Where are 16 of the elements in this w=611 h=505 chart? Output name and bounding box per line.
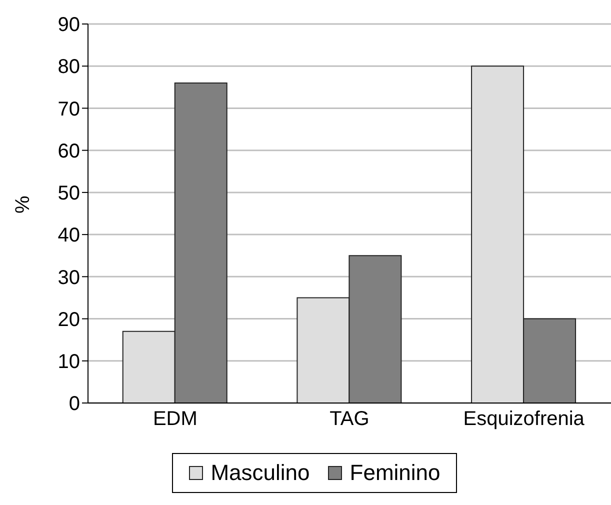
y-tick-label: 10 (58, 350, 80, 373)
y-axis-title: % (12, 196, 34, 214)
y-tick-label: 0 (68, 393, 80, 416)
legend-label: Masculino (210, 460, 310, 486)
y-tick-label: 30 (58, 266, 80, 289)
y-tick-label: 50 (58, 182, 80, 205)
x-tick-label: EDM (152, 408, 198, 430)
y-tick-label: 90 (58, 14, 80, 36)
x-tick-label: TAG (330, 408, 370, 430)
y-tick-label: 20 (58, 308, 80, 331)
y-tick-label: 60 (58, 140, 80, 162)
x-tick-label: Esquizofrenia (463, 408, 586, 430)
y-tick-label: 80 (58, 56, 80, 78)
y-tick-label: 70 (58, 98, 80, 120)
y-tick-label: 40 (58, 224, 80, 247)
legend-label: Feminino (348, 460, 440, 486)
